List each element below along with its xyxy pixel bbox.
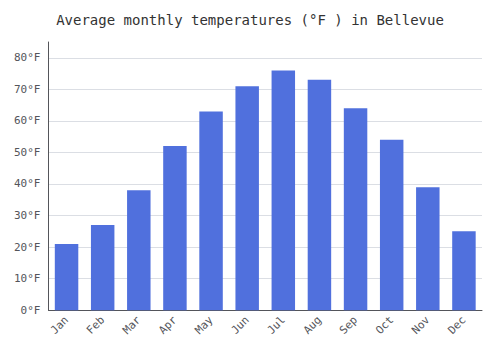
svg-text:60°F: 60°F xyxy=(14,114,41,127)
svg-text:Feb: Feb xyxy=(84,314,107,337)
svg-text:Mar: Mar xyxy=(120,313,143,336)
svg-text:Aug: Aug xyxy=(301,314,324,337)
svg-text:Dec: Dec xyxy=(445,314,468,337)
svg-text:Jun: Jun xyxy=(229,314,252,337)
svg-text:20°F: 20°F xyxy=(14,241,41,254)
svg-text:80°F: 80°F xyxy=(14,51,41,64)
svg-text:Average monthly temperatures (: Average monthly temperatures (°F ) in Be… xyxy=(56,12,444,28)
svg-text:Jul: Jul xyxy=(265,314,288,337)
svg-text:40°F: 40°F xyxy=(14,177,41,190)
svg-text:Sep: Sep xyxy=(337,314,360,337)
svg-text:May: May xyxy=(192,313,215,336)
svg-text:70°F: 70°F xyxy=(14,83,41,96)
svg-text:0°F: 0°F xyxy=(21,304,41,317)
svg-text:Apr: Apr xyxy=(156,313,179,336)
svg-text:10°F: 10°F xyxy=(14,272,41,285)
svg-text:Oct: Oct xyxy=(373,314,396,337)
svg-text:50°F: 50°F xyxy=(14,146,41,159)
svg-text:30°F: 30°F xyxy=(14,209,41,222)
svg-text:Nov: Nov xyxy=(409,313,432,336)
svg-text:Jan: Jan xyxy=(48,314,71,337)
